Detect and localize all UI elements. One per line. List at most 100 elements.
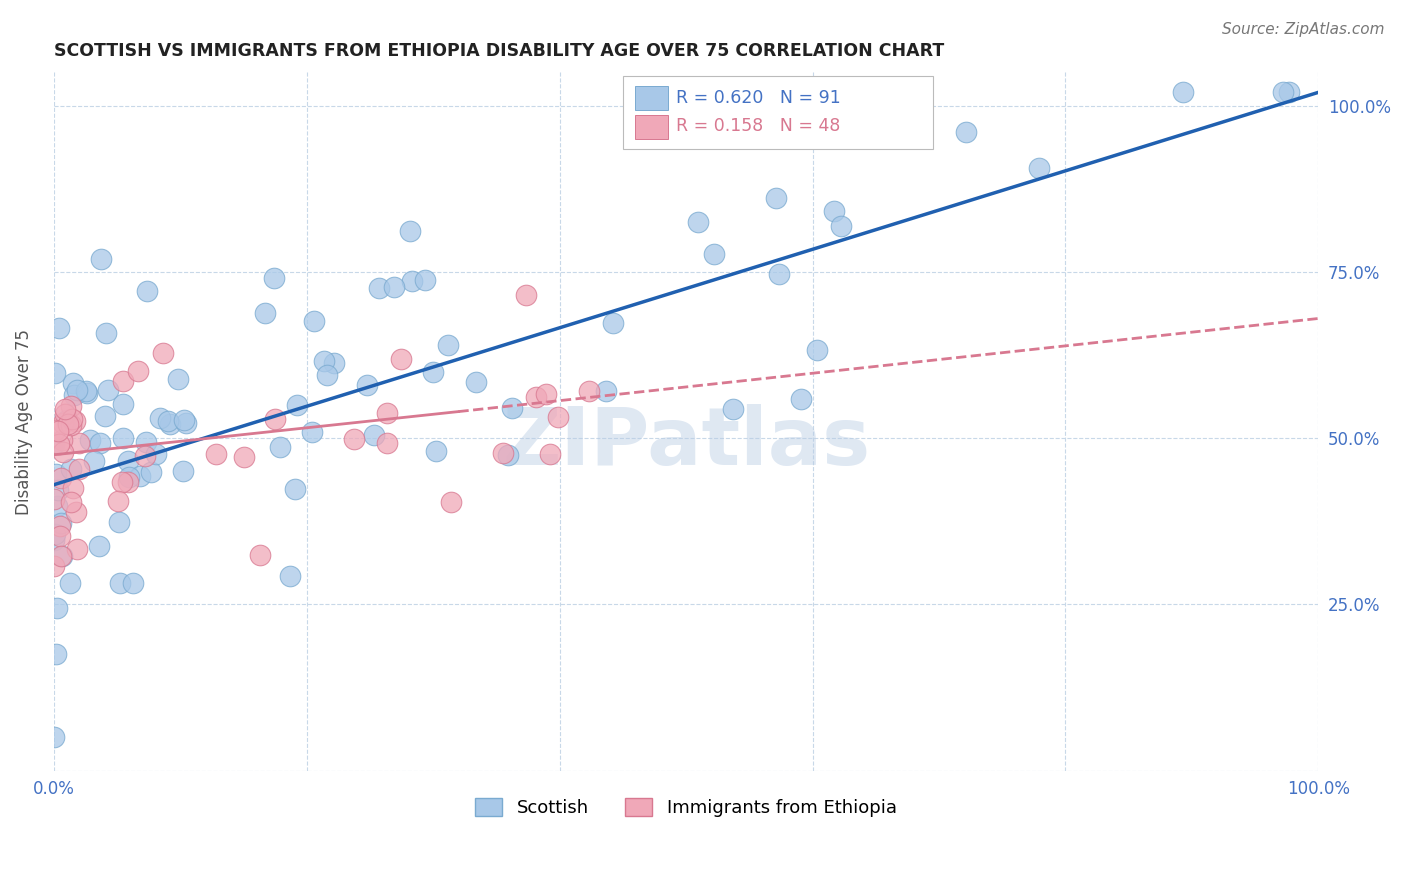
Point xyxy=(89,436,111,450)
Point xyxy=(51,549,73,564)
Point xyxy=(264,412,287,426)
Point xyxy=(437,338,460,352)
Point xyxy=(301,425,323,439)
Point xyxy=(249,548,271,562)
Point xyxy=(118,470,141,484)
Point xyxy=(492,446,515,460)
Point xyxy=(117,454,139,468)
Text: Source: ZipAtlas.com: Source: ZipAtlas.com xyxy=(1222,22,1385,37)
Point xyxy=(122,576,145,591)
Point xyxy=(232,450,254,465)
Point xyxy=(595,384,617,399)
Point xyxy=(49,471,72,485)
Point xyxy=(62,481,84,495)
Point xyxy=(112,374,135,388)
Point xyxy=(1272,86,1295,100)
Point xyxy=(75,384,97,398)
Point xyxy=(107,515,129,529)
Point xyxy=(48,320,70,334)
Point xyxy=(302,314,325,328)
Point xyxy=(205,448,228,462)
Point xyxy=(263,271,285,285)
Point xyxy=(44,423,66,437)
Point xyxy=(67,436,90,450)
Point xyxy=(48,436,70,450)
Point xyxy=(51,434,73,448)
Point xyxy=(83,453,105,467)
Point xyxy=(55,407,77,421)
Point xyxy=(42,437,65,451)
Point xyxy=(356,377,378,392)
Point xyxy=(578,384,600,398)
Point xyxy=(107,493,129,508)
FancyBboxPatch shape xyxy=(636,115,668,139)
Point xyxy=(602,316,624,330)
Point xyxy=(718,104,741,119)
Point xyxy=(173,413,195,427)
Point xyxy=(526,390,548,404)
Point xyxy=(343,433,366,447)
Point xyxy=(127,363,149,377)
Point xyxy=(1173,86,1195,100)
Point xyxy=(399,224,422,238)
Point xyxy=(90,252,112,266)
Point xyxy=(76,385,98,400)
Point xyxy=(316,368,339,382)
Point xyxy=(60,495,83,509)
Point xyxy=(323,356,346,370)
Point xyxy=(688,215,710,229)
Point xyxy=(723,402,745,417)
Point xyxy=(284,482,307,496)
Point xyxy=(112,431,135,445)
Point xyxy=(860,86,883,100)
Point xyxy=(363,428,385,442)
Text: SCOTTISH VS IMMIGRANTS FROM ETHIOPIA DISABILITY AGE OVER 75 CORRELATION CHART: SCOTTISH VS IMMIGRANTS FROM ETHIOPIA DIS… xyxy=(53,42,943,60)
Point xyxy=(538,447,561,461)
Point xyxy=(79,433,101,447)
Point xyxy=(46,499,69,513)
Point xyxy=(111,475,134,490)
Point xyxy=(626,86,648,100)
Point xyxy=(515,288,537,302)
Point xyxy=(129,468,152,483)
Point xyxy=(285,398,308,412)
Point xyxy=(44,366,66,380)
Point xyxy=(1028,161,1050,175)
Point xyxy=(413,273,436,287)
Point xyxy=(382,280,405,294)
Point xyxy=(42,558,65,573)
Point xyxy=(547,410,569,425)
Point xyxy=(42,533,65,547)
Point xyxy=(62,376,84,390)
Point xyxy=(62,387,84,401)
Point xyxy=(254,305,277,319)
Point xyxy=(534,386,557,401)
Point xyxy=(52,416,75,430)
Point xyxy=(501,401,523,415)
Y-axis label: Disability Age Over 75: Disability Age Over 75 xyxy=(15,328,32,515)
Point xyxy=(440,495,463,509)
Point xyxy=(401,274,423,288)
Point xyxy=(152,346,174,360)
Point xyxy=(97,384,120,398)
Point xyxy=(46,483,69,498)
Point xyxy=(156,414,179,428)
FancyBboxPatch shape xyxy=(636,87,668,110)
Point xyxy=(149,411,172,425)
Text: R = 0.620   N = 91: R = 0.620 N = 91 xyxy=(676,88,841,106)
Point xyxy=(56,413,79,427)
Point xyxy=(49,529,72,543)
Point xyxy=(111,397,134,411)
Text: R = 0.158   N = 48: R = 0.158 N = 48 xyxy=(676,117,841,136)
FancyBboxPatch shape xyxy=(623,76,932,149)
Point xyxy=(46,600,69,615)
Point xyxy=(172,464,194,478)
Point xyxy=(52,445,75,459)
Point xyxy=(135,435,157,450)
Point xyxy=(368,281,391,295)
Point xyxy=(134,449,156,463)
Point xyxy=(69,462,91,476)
Point xyxy=(93,409,115,424)
Point xyxy=(823,203,845,218)
Point xyxy=(159,417,181,432)
